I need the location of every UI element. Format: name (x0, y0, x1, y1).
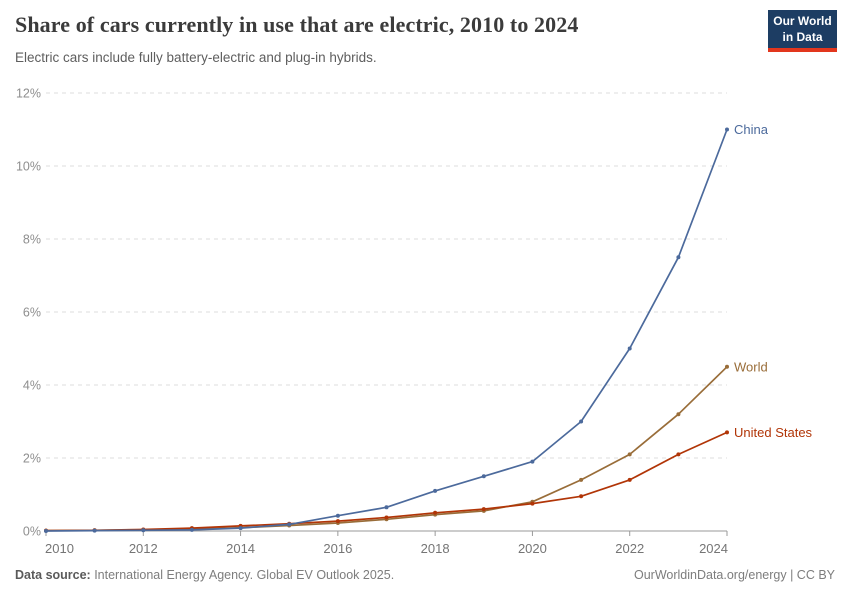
data-point-united-states (481, 507, 486, 512)
page-subtitle: Electric cars include fully battery-elec… (15, 50, 377, 65)
data-point-china (384, 505, 389, 510)
data-point-china (579, 419, 584, 424)
data-point-united-states (384, 515, 389, 520)
data-point-china (44, 529, 48, 533)
footer-source: Data source: International Energy Agency… (15, 568, 394, 582)
x-tick-label: 2024 (699, 541, 728, 556)
owid-logo[interactable]: Our World in Data (768, 10, 837, 53)
x-tick-label: 2012 (129, 541, 158, 556)
chart-footer: Data source: International Energy Agency… (15, 568, 835, 582)
line-china (45, 128, 728, 532)
data-point-china (530, 459, 535, 464)
footer-license-link[interactable]: OurWorldinData.org/energy | CC BY (633, 568, 835, 582)
data-point-china (335, 513, 340, 518)
data-point-china (189, 527, 194, 532)
data-point-china (92, 528, 97, 533)
data-point-china (481, 474, 486, 479)
data-point-world (627, 452, 632, 457)
data-point-united-states (335, 519, 340, 524)
x-tick-label: 2014 (226, 541, 255, 556)
y-tick-label: 10% (16, 160, 41, 174)
data-point-china (676, 255, 681, 260)
footer-source-label: Data source: (15, 568, 91, 582)
data-point-united-states (530, 501, 535, 506)
data-point-world (579, 477, 584, 482)
data-point-united-states (579, 494, 584, 499)
series-label-china[interactable]: China (734, 122, 769, 137)
y-tick-label: 12% (16, 87, 41, 101)
data-point-world (725, 364, 729, 369)
data-point-china (725, 127, 729, 132)
y-tick-label: 4% (23, 379, 41, 393)
y-tick-label: 0% (23, 525, 41, 539)
footer-source-text: International Energy Agency. Global EV O… (90, 568, 395, 582)
data-point-china (433, 488, 438, 493)
data-point-china (627, 346, 632, 351)
data-point-china (287, 522, 292, 527)
series-china[interactable]: China (44, 122, 769, 533)
data-point-world (676, 412, 681, 417)
data-point-china (238, 526, 243, 531)
data-point-united-states (627, 477, 632, 482)
x-tick-label: 2022 (615, 541, 644, 556)
x-tick-label: 2020 (518, 541, 547, 556)
y-tick-label: 8% (23, 233, 41, 247)
page-title: Share of cars currently in use that are … (15, 12, 579, 37)
owid-logo-line2: in Data (782, 29, 823, 44)
data-point-united-states (676, 452, 681, 457)
data-point-china (141, 528, 146, 533)
y-tick-label: 6% (23, 306, 41, 320)
x-tick-label: 2018 (421, 541, 450, 556)
x-tick-label: 2010 (45, 541, 74, 556)
series-label-world[interactable]: World (734, 359, 768, 374)
owid-logo-line1: Our World (773, 14, 832, 28)
data-point-united-states (433, 510, 438, 515)
x-tick-label: 2016 (323, 541, 352, 556)
series-united-states[interactable]: United States (44, 425, 813, 533)
series-label-united-states[interactable]: United States (734, 425, 813, 440)
data-point-united-states (725, 430, 729, 435)
y-tick-label: 2% (23, 452, 41, 466)
